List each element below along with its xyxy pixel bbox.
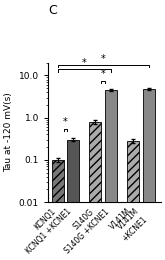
Text: C: C [48,4,57,17]
Bar [127,141,139,260]
Y-axis label: Tau at -120 mV(s): Tau at -120 mV(s) [4,93,13,172]
Text: *: * [101,69,105,79]
Bar [105,90,117,260]
Text: *: * [101,54,105,64]
Bar [89,122,101,260]
Bar [67,140,80,260]
Bar [51,160,64,260]
Text: *: * [82,58,87,68]
Text: *: * [63,117,68,127]
Bar [143,89,155,260]
